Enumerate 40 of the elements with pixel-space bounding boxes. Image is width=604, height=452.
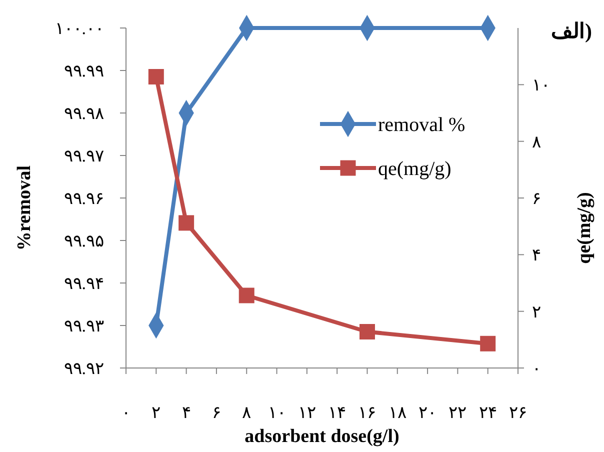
y2-tick-label: ۲ <box>532 302 541 322</box>
y-tick-label: ۹۹.۹۶ <box>64 189 104 208</box>
y2-tick-label: ۸ <box>532 132 541 152</box>
y-tick-label: ۹۹.۹۸ <box>64 104 104 123</box>
x-tick-label: ۰ <box>122 403 130 422</box>
x-tick-label: ۱۰ <box>268 403 286 422</box>
point <box>148 68 164 84</box>
y-tick-label: ۹۹.۹۵ <box>64 232 104 250</box>
point <box>359 324 375 340</box>
x-tick-label: ۲۶ <box>509 403 527 422</box>
y2-axis-title: qe(mg/g) <box>574 192 595 264</box>
y-tick-label: ۹۹.۹۳ <box>64 316 104 336</box>
x-tick-label: ۲۰ <box>418 403 437 422</box>
x-tick-label: ۸ <box>242 403 252 422</box>
legend-label: qe(mg/g) <box>378 158 452 180</box>
y-tick-label: ۹۹.۹۴ <box>64 274 104 293</box>
y-tick-label: ۹۹.۹۷ <box>64 146 104 166</box>
y2-tick-label: ۰ <box>532 359 541 378</box>
y-tick-label: ۹۹.۹۲ <box>64 359 104 378</box>
text: الف) <box>551 19 592 43</box>
y-tick-label: ۱۰۰.۰۰ <box>54 19 104 38</box>
x-tick-label: ۲۲ <box>448 403 467 422</box>
y2-tick-label: ۴ <box>532 246 541 265</box>
y2-tick-label: ۱۰ <box>532 76 550 95</box>
x-tick-label: ۱۸ <box>388 403 406 422</box>
y-axis-title: %removal <box>14 165 35 251</box>
y2-tick-label: ۶ <box>532 189 541 208</box>
legend-label: removal % <box>378 114 466 136</box>
x-tick-label: ۲۴ <box>478 403 497 422</box>
point <box>238 288 254 304</box>
y-tick-label: ۹۹.۹۹ <box>64 62 104 80</box>
x-tick-label: ۱۶ <box>358 403 376 422</box>
point <box>480 336 496 352</box>
x-axis-title: adsorbent dose(g/l) <box>244 426 400 447</box>
x-tick-label: ۶ <box>212 403 221 422</box>
point <box>178 215 194 231</box>
x-tick-label: ۱۴ <box>328 403 346 422</box>
x-tick-label: ۴ <box>182 403 191 422</box>
x-tick-label: ۱۲ <box>298 403 316 422</box>
x-tick-label: ۲ <box>152 403 161 422</box>
